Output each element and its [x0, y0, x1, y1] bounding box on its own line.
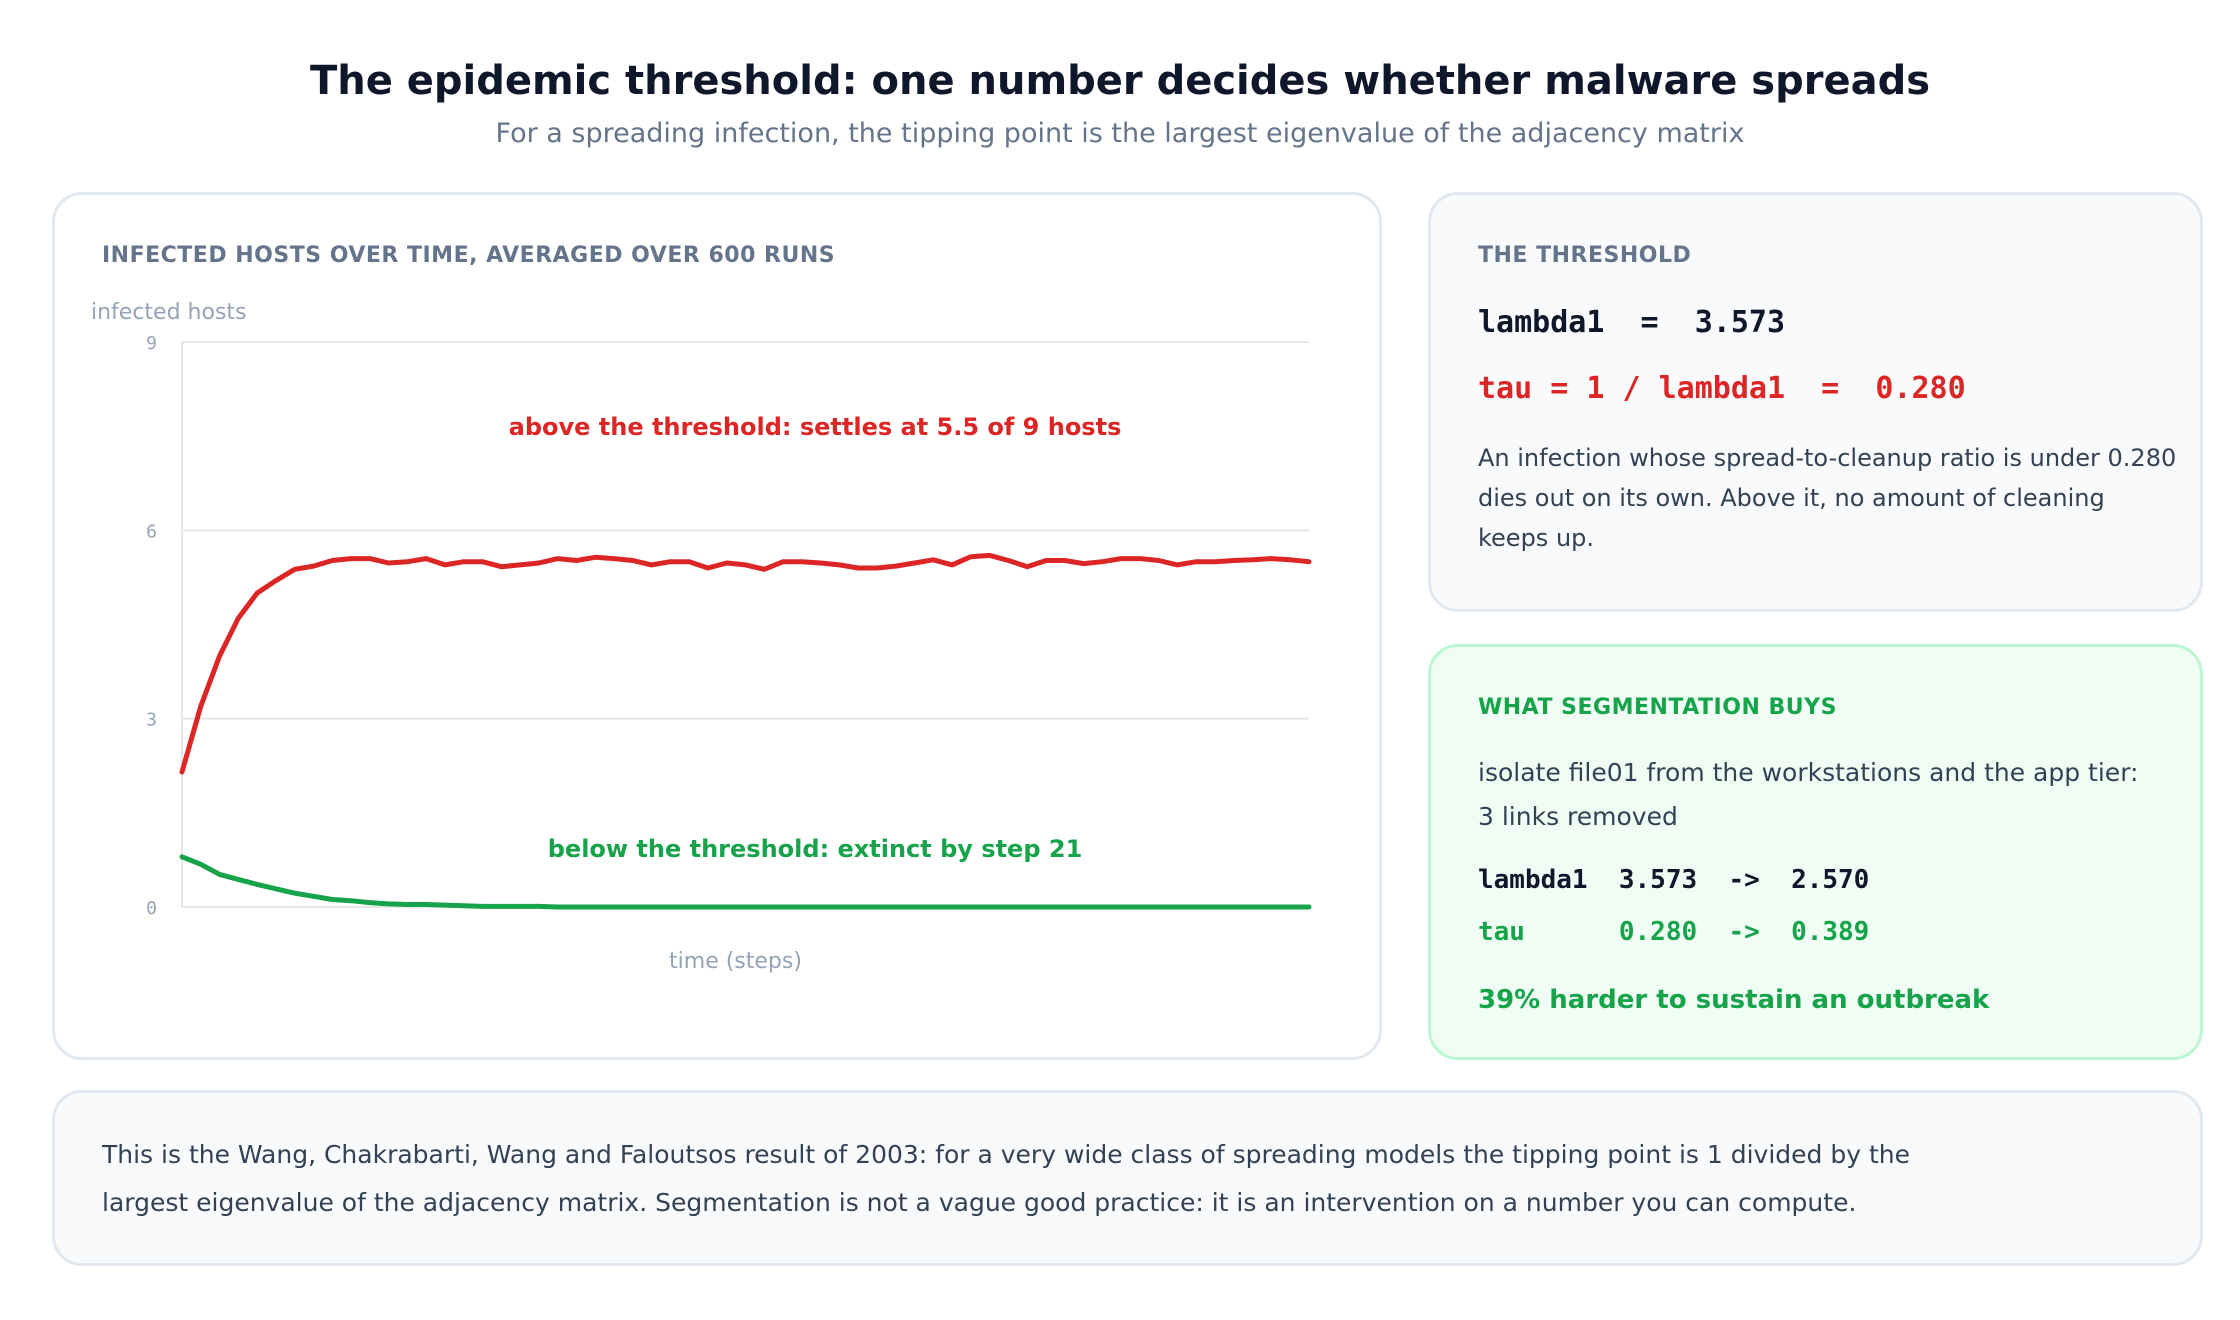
footer-card: This is the Wang, Chakrabarti, Wang and …	[52, 1090, 2203, 1266]
threshold-heading: THE THRESHOLD	[1478, 243, 1692, 268]
y-tick-label: 3	[146, 710, 157, 731]
segmentation-heading: WHAT SEGMENTATION BUYS	[1478, 695, 1837, 720]
segmentation-result: 39% harder to sustain an outbreak	[1478, 985, 1990, 1015]
segmentation-description: isolate file01 from the workstations and…	[1478, 758, 2139, 831]
tau-value: tau = 1 / lambda1 = 0.280	[1478, 371, 1966, 406]
above-threshold-annotation: above the threshold: settles at 5.5 of 9…	[509, 413, 1122, 441]
y-axis-label: infected hosts	[91, 300, 247, 325]
x-axis-label: time (steps)	[669, 949, 802, 974]
chart-heading: INFECTED HOSTS OVER TIME, AVERAGED OVER …	[102, 243, 836, 268]
page-subtitle: For a spreading infection, the tipping p…	[495, 118, 1745, 149]
below-threshold-annotation: below the threshold: extinct by step 21	[548, 835, 1083, 863]
chart-card: INFECTED HOSTS OVER TIME, AVERAGED OVER …	[52, 192, 1382, 1060]
below-threshold-series-line	[179, 854, 1312, 910]
lambda-value: lambda1 = 3.573	[1478, 305, 1786, 340]
segmentation-lambda-change: lambda1 3.573 -> 2.570	[1478, 865, 1870, 895]
threshold-description: An infection whose spread-to-cleanup rat…	[1478, 444, 2177, 552]
page-title: The epidemic threshold: one number decid…	[309, 58, 1931, 104]
y-tick-label: 0	[146, 898, 157, 919]
segmentation-card: WHAT SEGMENTATION BUYS isolate file01 fr…	[1428, 644, 2203, 1060]
infected-hosts-chart: 0 3 6 9 infected hosts time (steps) above the …	[91, 300, 1312, 974]
y-tick-label: 6	[146, 521, 157, 542]
above-threshold-series-line	[179, 552, 1312, 775]
footer-text: This is the Wang, Chakrabarti, Wang and …	[102, 1140, 1910, 1217]
segmentation-tau-change: tau 0.280 -> 0.389	[1478, 917, 1870, 947]
y-tick-label: 9	[146, 333, 157, 354]
threshold-card: THE THRESHOLD lambda1 = 3.573 tau = 1 / …	[1428, 192, 2203, 612]
